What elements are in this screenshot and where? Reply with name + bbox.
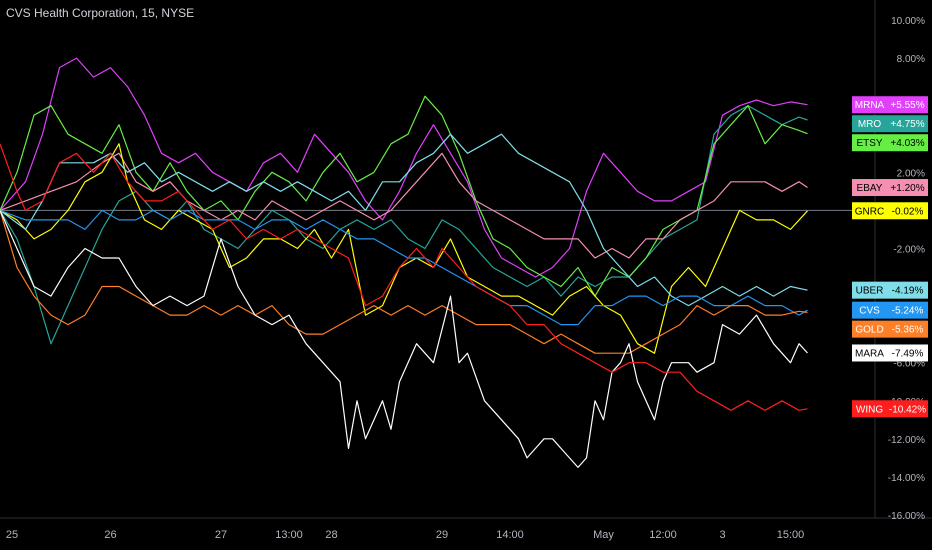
x-tick-label: 14:00: [496, 529, 524, 541]
tag-mro: MRO +4.75%: [852, 115, 928, 133]
tag-value: +1.20%: [890, 183, 924, 194]
tag-value-bg: [887, 179, 928, 197]
tag-value-bg: [887, 202, 928, 220]
tag-symbol: EBAY: [857, 183, 883, 194]
tag-gnrc: GNRC -0.02%: [852, 202, 928, 220]
series-line-ebay[interactable]: [0, 152, 808, 259]
tag-value: +5.55%: [890, 100, 924, 111]
x-tick-label: 25: [6, 529, 18, 541]
x-tick-label: 15:00: [777, 529, 805, 541]
series-line-uber[interactable]: [0, 133, 808, 307]
tag-value: -7.49%: [892, 348, 924, 359]
series-line-cvs[interactable]: [0, 209, 808, 326]
tag-symbol: GNRC: [855, 206, 884, 217]
tag-symbol-bg: [852, 202, 887, 220]
last-value-tags: MRNA +5.55% MRO +4.75% ETSY +4.03% EBAY +1.20% G…: [852, 96, 928, 418]
tag-etsy: ETSY +4.03%: [852, 134, 928, 152]
tag-symbol: MRO: [858, 119, 882, 130]
price-scale[interactable]: 10.00%8.00%2.00%-2.00%-6.00%-10.00%-12.0…: [888, 16, 925, 522]
time-scale[interactable]: 25 26 27 13:00 28 29 14:00 May 12:00 3 15:00: [6, 529, 804, 541]
tag-symbol-bg: [852, 96, 887, 114]
x-tick-label: 27: [215, 529, 227, 541]
tag-symbol-bg: [852, 115, 887, 133]
tag-value: +4.75%: [890, 119, 924, 130]
x-tick-label: May: [593, 529, 614, 541]
tag-mrna: MRNA +5.55%: [852, 96, 928, 114]
x-tick-label: 29: [436, 529, 448, 541]
y-tick-label: 10.00%: [891, 16, 925, 27]
tag-value-bg: [887, 344, 928, 362]
tag-symbol-bg: [852, 301, 887, 319]
tag-value-bg: [887, 320, 928, 338]
y-tick-label: -12.00%: [888, 435, 925, 446]
tag-value-bg: [887, 115, 928, 133]
tag-value: +4.03%: [890, 138, 924, 149]
tag-symbol-bg: [852, 320, 887, 338]
tag-symbol: MRNA: [855, 100, 885, 111]
series-line-gnrc[interactable]: [0, 143, 808, 354]
tag-symbol: CVS: [859, 306, 880, 317]
y-tick-label: 2.00%: [897, 168, 925, 179]
y-tick-label: -16.00%: [888, 511, 925, 522]
tag-wing: WING -10.42%: [852, 400, 928, 418]
y-tick-label: -2.00%: [893, 244, 925, 255]
x-tick-label: 26: [104, 529, 116, 541]
tag-cvs: CVS -5.24%: [852, 301, 928, 319]
tag-symbol: GOLD: [855, 325, 883, 336]
tag-gold: GOLD -5.36%: [852, 320, 928, 338]
series-line-mara[interactable]: [0, 210, 808, 468]
tag-ebay: EBAY +1.20%: [852, 179, 928, 197]
tag-value: -0.02%: [892, 206, 924, 217]
x-tick-label: 28: [325, 529, 337, 541]
tag-symbol-bg: [852, 179, 887, 197]
y-tick-label: -14.00%: [888, 473, 925, 484]
tag-value-bg: [887, 400, 928, 418]
tag-value: -10.42%: [889, 404, 926, 415]
tag-value: -5.36%: [892, 325, 924, 336]
series-layer: [0, 57, 808, 468]
x-tick-label: 3: [719, 529, 725, 541]
tag-value: -4.19%: [892, 286, 924, 297]
tag-uber: UBER -4.19%: [852, 281, 928, 299]
tag-symbol-bg: [852, 400, 887, 418]
series-line-wing[interactable]: [0, 143, 808, 411]
tag-mara: MARA -7.49%: [852, 344, 928, 362]
tag-symbol: MARA: [855, 348, 884, 359]
tag-symbol: UBER: [856, 286, 884, 297]
x-tick-label: 13:00: [275, 529, 303, 541]
tag-symbol-bg: [852, 344, 887, 362]
series-line-gold[interactable]: [0, 210, 808, 354]
tag-value-bg: [887, 281, 928, 299]
chart-title: CVS Health Corporation, 15, NYSE: [6, 6, 195, 20]
tag-symbol-bg: [852, 134, 887, 152]
tag-symbol: WING: [856, 404, 883, 415]
y-tick-label: 8.00%: [897, 54, 925, 65]
tag-symbol-bg: [852, 281, 887, 299]
tag-symbol: ETSY: [856, 138, 882, 149]
tag-value-bg: [887, 134, 928, 152]
series-line-mrna[interactable]: [0, 57, 808, 278]
y-tick-label: -6.00%: [893, 359, 925, 370]
x-tick-label: 12:00: [649, 529, 677, 541]
tag-value-bg: [887, 301, 928, 319]
tag-value: -5.24%: [892, 306, 924, 317]
tag-value-bg: [887, 96, 928, 114]
